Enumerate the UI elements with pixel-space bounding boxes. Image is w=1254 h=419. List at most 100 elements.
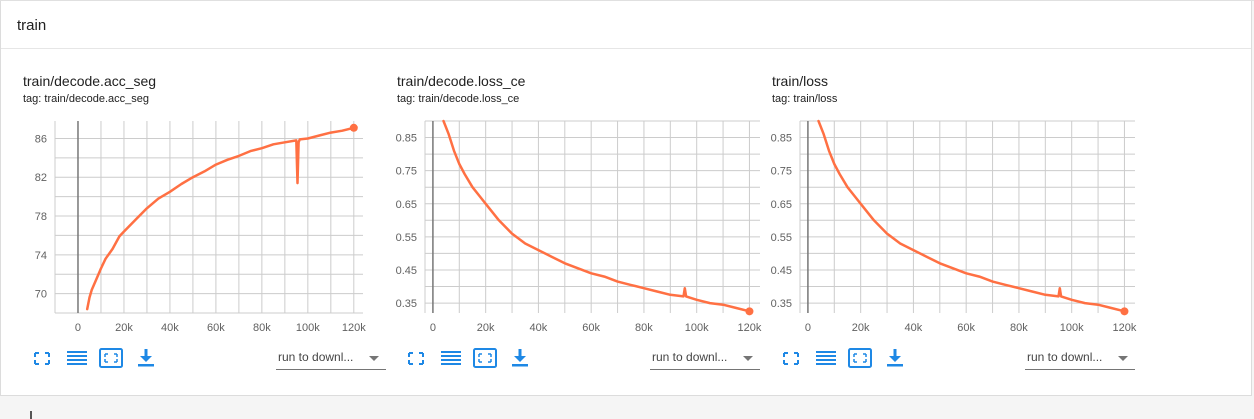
data-point [709, 302, 711, 304]
data-point [1057, 295, 1060, 298]
data-point [146, 207, 148, 210]
data-point [722, 303, 724, 306]
x-tick-label: 100k [296, 322, 320, 334]
x-tick-label: 80k [1010, 322, 1028, 334]
data-point [100, 267, 102, 270]
y-tick-label: 0.45 [396, 265, 417, 277]
y-tick-label: 70 [35, 289, 47, 301]
data-point [685, 295, 687, 298]
data-point [511, 232, 513, 235]
scalar-card-acc-seg: train/decode.acc_seg tag: train/decode.a… [1, 51, 386, 391]
data-point [134, 219, 137, 221]
download-button[interactable] [883, 347, 907, 369]
data-point [298, 138, 301, 141]
x-tick-label: 40k [530, 322, 548, 334]
data-point [899, 242, 902, 245]
y-tick-label: 82 [35, 172, 47, 184]
card-tag: tag: train/loss [772, 93, 838, 105]
data-point [564, 262, 566, 265]
x-tick-label: 40k [905, 322, 923, 334]
log-scale-button[interactable] [814, 347, 838, 369]
data-point [537, 249, 540, 251]
data-point [95, 278, 98, 280]
data-point [643, 287, 645, 289]
y-tick-label: 0.85 [396, 133, 417, 145]
x-tick-label: 0 [430, 322, 436, 334]
data-point [296, 182, 299, 184]
data-point [484, 202, 487, 205]
data-point [1004, 284, 1007, 286]
data-point [458, 163, 461, 165]
run-select-value: run to downl... [652, 350, 728, 364]
data-point [157, 197, 160, 200]
y-tick-label: 78 [35, 211, 47, 223]
data-point [192, 176, 194, 179]
y-tick-label: 86 [35, 133, 47, 145]
y-tick-label: 74 [35, 250, 47, 262]
log-scale-icon [816, 351, 836, 365]
fit-domain-icon [473, 348, 497, 368]
x-tick-label: 120k [342, 322, 366, 334]
run-download-select[interactable]: run to downl... [276, 347, 386, 370]
x-tick-label: 80k [635, 322, 653, 334]
data-point [873, 219, 875, 222]
data-point [965, 272, 967, 275]
data-point [249, 150, 252, 152]
x-tick-label: 20k [477, 322, 495, 334]
loss-ce-chart[interactable]: 0.35 0.45 0.55 0.65 0.75 0.85 0 20k 40k 60k 80k 100… [375, 51, 762, 341]
fit-domain-button[interactable] [848, 347, 872, 369]
download-button[interactable] [508, 347, 532, 369]
data-point [453, 149, 455, 152]
series-end-marker [745, 307, 754, 316]
data-point [86, 308, 88, 310]
data-point [442, 120, 445, 122]
data-point [912, 249, 915, 251]
x-tick-label: 120k [1113, 322, 1137, 334]
x-tick-label: 0 [75, 322, 81, 334]
run-download-select[interactable]: run to downl... [650, 347, 760, 370]
series-line [817, 119, 1126, 313]
data-point [550, 255, 553, 258]
data-point [1084, 302, 1086, 304]
log-scale-button[interactable] [65, 347, 89, 369]
acc-seg-chart[interactable]: 70 74 78 82 86 0 20k 40k 60k 80k 100k 120k [1, 51, 371, 341]
expand-button[interactable] [779, 347, 803, 369]
y-tick-label: 0.75 [771, 166, 792, 178]
x-tick-label: 60k [582, 322, 600, 334]
log-scale-button[interactable] [439, 347, 463, 369]
data-point [822, 133, 825, 136]
section-title: train [17, 17, 47, 34]
expand-button[interactable] [404, 347, 428, 369]
y-tick-label: 0.35 [771, 298, 792, 310]
data-point [828, 149, 830, 152]
run-download-select[interactable]: run to downl... [1025, 347, 1135, 370]
data-point [524, 242, 527, 245]
data-point [295, 139, 298, 142]
data-point [1031, 290, 1033, 293]
section-header[interactable]: train [1, 1, 1251, 49]
data-point [1110, 307, 1113, 309]
data-point [272, 143, 275, 146]
fit-domain-button[interactable] [473, 347, 497, 369]
y-tick-label: 0.75 [396, 166, 417, 178]
data-point [925, 255, 928, 258]
data-point [463, 173, 466, 175]
y-tick-label: 0.45 [771, 265, 792, 277]
download-button[interactable] [134, 347, 158, 369]
data-point [180, 183, 183, 185]
data-point [341, 129, 344, 132]
expand-button[interactable] [30, 347, 54, 369]
fit-domain-button[interactable] [99, 347, 123, 369]
data-point [682, 295, 685, 298]
scalar-card-loss-ce: train/decode.loss_ce tag: train/decode.l… [375, 51, 762, 391]
fit-domain-icon [99, 348, 123, 368]
fullscreen-icon [34, 352, 50, 365]
y-tick-label: 0.65 [396, 199, 417, 211]
data-point [169, 190, 171, 193]
data-point [1044, 293, 1047, 296]
data-point [735, 307, 738, 309]
x-tick-label: 60k [207, 322, 225, 334]
data-point [307, 137, 309, 140]
data-point [261, 147, 263, 149]
loss-chart[interactable]: 0.35 0.45 0.55 0.65 0.75 0.85 0 20k 40k 60k 80k 100… [750, 51, 1137, 341]
